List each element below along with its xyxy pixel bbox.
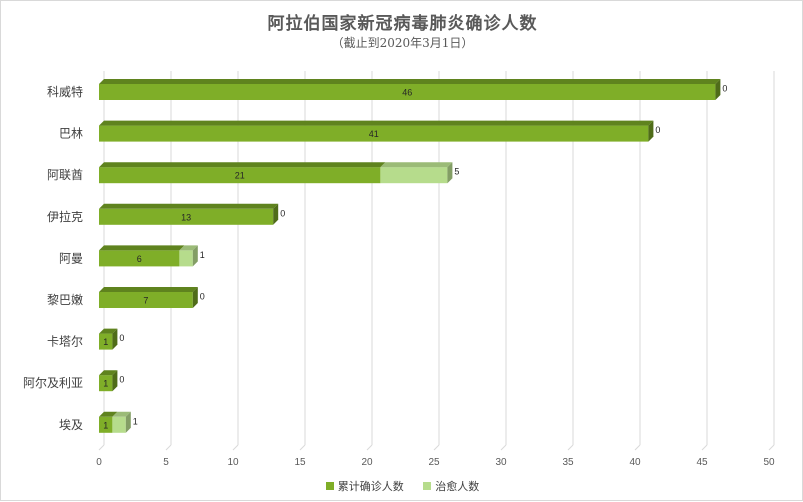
bar-recovered-side bbox=[447, 162, 453, 184]
bar-confirmed-top bbox=[99, 120, 654, 126]
gridline-foot-40 bbox=[634, 444, 641, 451]
data-label-recovered: 0 bbox=[280, 208, 285, 218]
gridline-foot-45 bbox=[701, 444, 708, 451]
gridline-foot-25 bbox=[433, 444, 440, 451]
x-tick-label: 35 bbox=[562, 457, 574, 468]
x-tick-label: 40 bbox=[629, 457, 641, 468]
category-label: 黎巴嫩 bbox=[47, 293, 83, 307]
data-label-recovered: 0 bbox=[655, 125, 660, 135]
bar-recovered-top bbox=[112, 411, 131, 417]
gridline-foot-50 bbox=[768, 444, 775, 451]
data-label-confirmed: 46 bbox=[402, 88, 412, 98]
bar-confirmed bbox=[99, 416, 113, 433]
gridline-foot-15 bbox=[299, 444, 306, 451]
bar-confirmed-side bbox=[273, 203, 279, 225]
x-tick-label: 5 bbox=[163, 457, 169, 468]
category-label: 阿尔及利亚 bbox=[23, 375, 83, 390]
bar-confirmed bbox=[99, 125, 649, 142]
legend-item-recovered: 治愈人数 bbox=[423, 478, 479, 494]
data-label-confirmed: 1 bbox=[103, 379, 108, 389]
data-label-confirmed: 7 bbox=[143, 296, 148, 306]
data-label-confirmed: 13 bbox=[181, 212, 191, 222]
data-label-recovered: 0 bbox=[119, 333, 124, 343]
category-label: 科威特 bbox=[47, 84, 83, 99]
chart-title: 阿拉伯国家新冠病毒肺炎确诊人数 bbox=[267, 14, 538, 34]
data-label-confirmed: 1 bbox=[103, 420, 108, 430]
category-label: 埃及 bbox=[59, 418, 83, 432]
data-label-confirmed: 21 bbox=[235, 171, 245, 181]
bar-confirmed-side bbox=[715, 79, 721, 100]
data-label-recovered: 0 bbox=[119, 375, 124, 385]
data-label-recovered: 1 bbox=[133, 416, 138, 426]
x-tick-label: 45 bbox=[696, 457, 708, 468]
data-label-confirmed: 6 bbox=[137, 254, 142, 264]
x-tick-label: 0 bbox=[96, 457, 102, 468]
bar-confirmed-top bbox=[99, 162, 386, 168]
x-tick-label: 25 bbox=[428, 457, 440, 468]
bar-confirmed-side bbox=[112, 370, 118, 392]
bar-confirmed-top bbox=[99, 370, 118, 376]
bar-confirmed-top bbox=[99, 328, 118, 334]
x-tick-label: 30 bbox=[495, 457, 507, 468]
category-label: 卡塔尔 bbox=[47, 334, 83, 349]
data-label-recovered: 0 bbox=[722, 84, 727, 94]
gridline-foot-20 bbox=[366, 444, 373, 451]
legend-label-recovered: 治愈人数 bbox=[435, 480, 480, 493]
legend-label-confirmed: 累计确诊人数 bbox=[337, 480, 404, 493]
x-tick-label: 50 bbox=[763, 457, 775, 468]
bar-confirmed bbox=[99, 208, 274, 225]
gridline-foot-5 bbox=[165, 444, 172, 451]
bar-confirmed-side bbox=[192, 287, 198, 308]
bar-recovered-side bbox=[125, 411, 131, 433]
bar-confirmed bbox=[99, 333, 113, 350]
bar-recovered bbox=[112, 416, 126, 433]
data-label-confirmed: 1 bbox=[103, 337, 108, 347]
gridline-foot-10 bbox=[232, 444, 239, 451]
bar-confirmed bbox=[99, 292, 193, 308]
category-label: 阿联酋 bbox=[47, 167, 83, 182]
data-label-recovered: 1 bbox=[200, 250, 205, 260]
bar-confirmed bbox=[99, 167, 381, 184]
gridline-foot-0 bbox=[98, 444, 105, 451]
x-tick-label: 15 bbox=[294, 457, 306, 468]
bar-recovered-side bbox=[192, 245, 198, 267]
gridline-foot-35 bbox=[567, 444, 574, 451]
bar-confirmed-top bbox=[99, 411, 118, 417]
category-label: 巴林 bbox=[59, 127, 83, 141]
bar-confirmed bbox=[99, 375, 113, 392]
chart-subtitle: （截止到2020年3月1日） bbox=[331, 36, 474, 50]
bar-confirmed-top bbox=[99, 203, 279, 209]
data-label-recovered: 5 bbox=[454, 167, 459, 177]
x-tick-label: 20 bbox=[361, 457, 373, 468]
bar-confirmed-top bbox=[99, 79, 721, 84]
legend-item-confirmed: 累计确诊人数 bbox=[325, 478, 404, 494]
bar-confirmed bbox=[99, 250, 180, 267]
bar-confirmed-top bbox=[99, 287, 198, 292]
bar-recovered bbox=[179, 250, 193, 267]
category-label: 伊拉克 bbox=[47, 209, 83, 224]
chart-legend: 累计确诊人数 治愈人数 bbox=[1, 478, 803, 494]
legend-swatch-confirmed bbox=[325, 482, 334, 490]
bar-recovered bbox=[380, 167, 448, 184]
x-tick-label: 10 bbox=[227, 457, 239, 468]
legend-swatch-recovered bbox=[423, 482, 432, 490]
bar-confirmed-top bbox=[99, 245, 185, 251]
bar-recovered-top bbox=[380, 162, 453, 168]
bar-confirmed bbox=[99, 84, 716, 100]
gridline-foot-30 bbox=[500, 444, 507, 451]
data-label-confirmed: 41 bbox=[369, 129, 379, 139]
bar-recovered-top bbox=[179, 245, 198, 251]
data-label-recovered: 0 bbox=[200, 292, 205, 302]
bar-confirmed-side bbox=[648, 120, 654, 142]
bar-confirmed-side bbox=[112, 328, 118, 350]
category-label: 阿曼 bbox=[59, 251, 83, 265]
